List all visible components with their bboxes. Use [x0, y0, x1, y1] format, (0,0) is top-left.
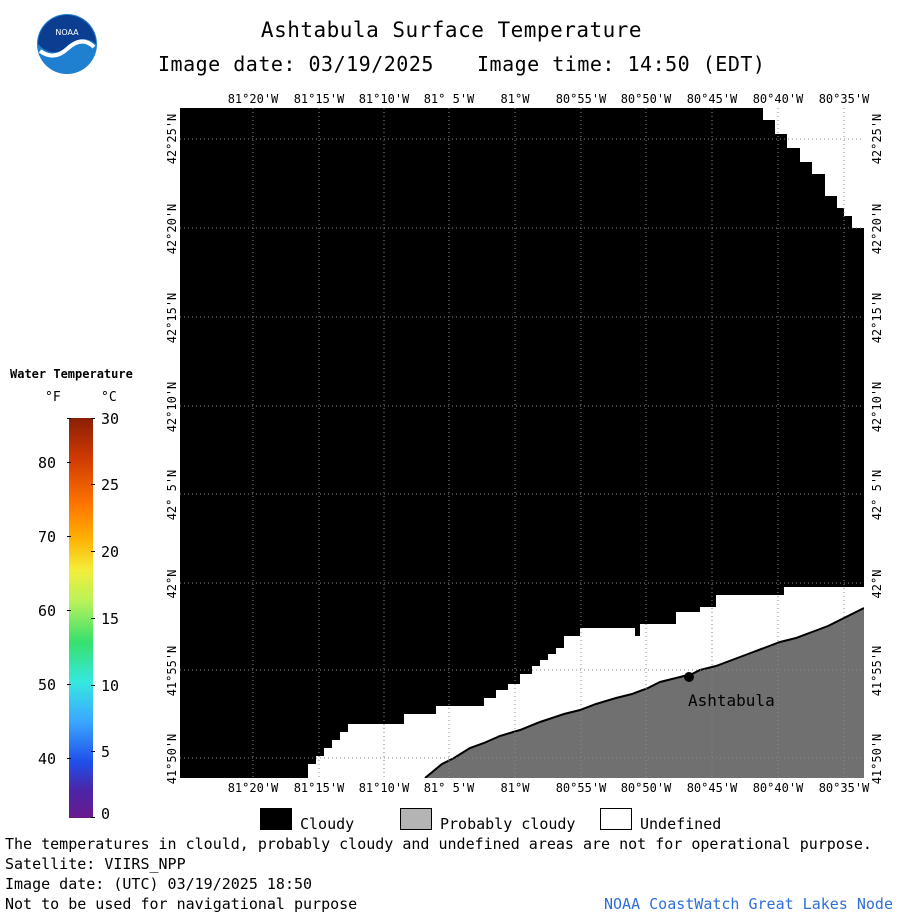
lon-label: 80°50'W	[620, 781, 672, 795]
lon-label: 80°55'W	[555, 92, 607, 106]
c-tick-label: 15	[101, 610, 120, 628]
lon-label: 81°10'W	[358, 92, 410, 106]
noaa-logo: NOAA	[36, 13, 98, 75]
lat-label: 42° 5'N	[165, 469, 179, 521]
lon-label: 80°35'W	[818, 92, 870, 106]
lat-label: 42°15'N	[165, 292, 179, 344]
lat-label: 42°15'N	[870, 292, 884, 344]
legend-f-unit: °F	[45, 390, 61, 405]
map-svg	[180, 108, 864, 778]
legend-c-unit: °C	[101, 390, 117, 405]
lon-label: 81°W	[500, 92, 530, 106]
lon-label: 80°45'W	[686, 781, 738, 795]
utc-date-text: Image date: (UTC) 03/19/2025 18:50	[5, 875, 313, 893]
city-marker	[684, 672, 694, 682]
lon-label: 81°20'W	[227, 92, 279, 106]
credit-text: NOAA CoastWatch Great Lakes Node	[604, 895, 893, 913]
coastline	[424, 607, 864, 778]
lat-label: 42°10'N	[165, 381, 179, 433]
legend-title: Water Temperature	[10, 367, 133, 381]
lon-label: 80°55'W	[555, 781, 607, 795]
lon-label: 80°40'W	[752, 781, 804, 795]
lat-label: 41°50'N	[165, 733, 179, 785]
c-tick-label: 20	[101, 543, 120, 561]
cloudy-area	[180, 108, 864, 778]
lat-label: 42°25'N	[870, 113, 884, 165]
f-tick-label: 40	[38, 750, 57, 768]
lon-label: 80°35'W	[818, 781, 870, 795]
satellite-text: Satellite: VIIRS_NPP	[5, 855, 186, 873]
lat-label: 42°10'N	[870, 381, 884, 433]
c-tick-label: 25	[101, 476, 120, 494]
f-tick-label: 60	[38, 602, 57, 620]
lat-label: 41°50'N	[870, 733, 884, 785]
lon-label: 81°15'W	[293, 92, 345, 106]
probably-cloudy-key-label: Probably cloudy	[440, 815, 576, 833]
c-tick-label: 10	[101, 677, 120, 695]
lon-label: 81°10'W	[358, 781, 410, 795]
cloudy-key-label: Cloudy	[300, 815, 355, 833]
probably-cloudy-area	[425, 608, 864, 778]
map-title: Ashtabula Surface Temperature	[260, 18, 643, 42]
lat-label: 42°N	[870, 569, 884, 599]
image-time: Image time: 14:50 (EDT)	[477, 52, 766, 76]
undefined-key-label: Undefined	[640, 815, 722, 833]
lon-label: 81°W	[500, 781, 530, 795]
map-panel	[180, 108, 864, 778]
lat-label: 42° 5'N	[870, 469, 884, 521]
lon-label: 81°15'W	[293, 781, 345, 795]
svg-text:NOAA: NOAA	[55, 28, 79, 37]
lat-label: 42°20'N	[165, 203, 179, 255]
lat-label: 42°N	[165, 569, 179, 599]
cloudy-swatch	[260, 808, 292, 830]
lat-label: 41°55'N	[165, 645, 179, 697]
f-tick-label: 50	[38, 676, 57, 694]
disclaimer-text: The temperatures in clould, probably clo…	[5, 835, 872, 853]
image-date: Image date: 03/19/2025	[158, 52, 434, 76]
lon-label: 81° 5'W	[423, 781, 475, 795]
city-label: Ashtabula	[688, 691, 775, 710]
probably-cloudy-swatch	[400, 808, 432, 830]
nav-warning-text: Not to be used for navigational purpose	[5, 895, 358, 913]
color-scale-bar	[69, 418, 93, 818]
lat-label: 42°25'N	[165, 113, 179, 165]
lon-label: 80°40'W	[752, 92, 804, 106]
lon-label: 80°45'W	[686, 92, 738, 106]
c-tick-label: 30	[101, 410, 120, 428]
lon-label: 80°50'W	[620, 92, 672, 106]
lat-label: 41°55'N	[870, 645, 884, 697]
f-tick-label: 70	[38, 528, 57, 546]
c-tick-label: 5	[101, 743, 111, 761]
lon-label: 81° 5'W	[423, 92, 475, 106]
f-tick-label: 80	[38, 454, 57, 472]
c-tick-label: 0	[101, 805, 111, 823]
undefined-swatch	[600, 808, 632, 830]
lon-label: 81°20'W	[227, 781, 279, 795]
lat-label: 42°20'N	[870, 203, 884, 255]
